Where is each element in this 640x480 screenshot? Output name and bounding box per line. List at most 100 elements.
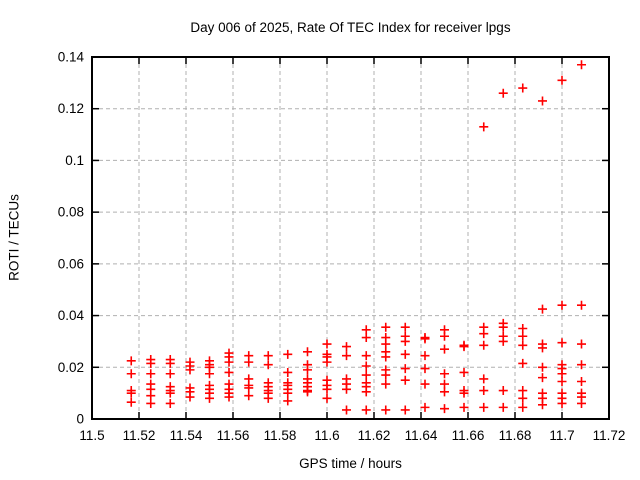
scatter-point	[400, 336, 410, 346]
scatter-point	[322, 384, 332, 394]
scatter-point	[400, 364, 410, 374]
scatter-point	[420, 351, 430, 361]
x-tick-label: 11.62	[358, 428, 391, 443]
scatter-point	[518, 386, 528, 396]
scatter-point	[498, 88, 508, 98]
scatter-point	[263, 351, 273, 361]
scatter-point	[479, 374, 489, 384]
scatter-point	[361, 405, 371, 415]
x-tick-label: 11.52	[123, 428, 156, 443]
plot-border	[91, 56, 610, 420]
scatter-point	[361, 333, 371, 343]
y-tick-label: 0.1	[65, 153, 84, 168]
scatter-point	[361, 325, 371, 335]
scatter-point	[185, 365, 195, 375]
scatter-point	[498, 322, 508, 332]
scatter-point	[146, 369, 156, 379]
scatter-point	[577, 339, 587, 349]
scatter-point	[381, 339, 391, 349]
scatter-point	[146, 398, 156, 408]
scatter-point	[302, 365, 312, 375]
scatter-point	[342, 405, 352, 415]
y-tick-label: 0.08	[58, 205, 84, 220]
scatter-point	[146, 358, 156, 368]
y-tick-label: 0.06	[58, 256, 84, 271]
scatter-point	[557, 300, 567, 310]
scatter-point	[537, 400, 547, 410]
scatter-point	[381, 405, 391, 415]
scatter-point	[537, 343, 547, 353]
scatter-point	[205, 369, 214, 379]
scatter-point	[126, 356, 136, 366]
x-tick-label: 11.72	[593, 428, 626, 443]
scatter-point	[381, 352, 391, 362]
scatter-point	[322, 339, 332, 349]
scatter-point	[440, 369, 449, 379]
scatter-point	[361, 370, 371, 380]
scatter-point	[165, 358, 175, 368]
scatter-point	[557, 369, 567, 379]
scatter-point	[126, 369, 136, 379]
scatter-point	[577, 300, 587, 310]
scatter-point	[498, 336, 508, 346]
scatter-point	[205, 393, 214, 403]
x-tick-label: 11.68	[499, 428, 532, 443]
y-tick-label: 0.12	[58, 101, 84, 116]
scatter-point	[459, 342, 469, 352]
scatter-point	[479, 402, 489, 412]
scatter-point	[126, 388, 136, 398]
scatter-point	[185, 392, 195, 402]
y-tick-labels: 0 0.02 0.04 0.06 0.08 0.1 0.12 0.14	[58, 50, 85, 427]
scatter-point	[224, 392, 234, 402]
scatter-point	[459, 388, 469, 398]
scatter-point	[479, 340, 489, 350]
scatter-point	[577, 398, 587, 408]
x-tick-label: 11.7	[549, 428, 574, 443]
scatter-point	[244, 383, 254, 393]
y-tick-label: 0	[76, 412, 84, 427]
scatter-point	[420, 334, 430, 344]
scatter-point	[537, 96, 547, 106]
x-tick-label: 11.66	[452, 428, 485, 443]
scatter-point	[440, 404, 449, 414]
scatter-point	[283, 349, 293, 359]
scatter-point	[498, 402, 508, 412]
scatter-point	[224, 367, 234, 377]
chart-title: Day 006 of 2025, Rate Of TEC Index for r…	[190, 20, 511, 35]
scatter-point	[420, 402, 430, 412]
scatter-point	[557, 75, 567, 85]
scatter-point	[537, 373, 547, 383]
scatter-point	[283, 367, 293, 377]
scatter-point	[165, 369, 175, 379]
scatter-point	[577, 60, 587, 70]
scatter-point	[165, 398, 175, 408]
scatter-point	[518, 358, 528, 368]
y-tick-label: 0.14	[58, 50, 85, 65]
x-tick-label: 11.64	[405, 428, 438, 443]
x-tick-label: 11.6	[314, 428, 339, 443]
scatter-point	[518, 331, 528, 341]
scatter-point	[518, 340, 528, 350]
scatter-point	[577, 360, 587, 370]
scatter-point	[361, 361, 371, 371]
scatter-point	[302, 347, 312, 357]
scatter-point	[479, 122, 489, 132]
tick-marks	[91, 56, 610, 420]
scatter-point	[420, 364, 430, 374]
scatter-point	[400, 349, 410, 359]
scatter-point	[302, 387, 312, 397]
scatter-point	[537, 304, 547, 314]
scatter-point	[557, 398, 567, 408]
scatter-point	[361, 387, 371, 397]
scatter-point	[381, 370, 391, 380]
scatter-point	[381, 379, 391, 389]
scatter-point	[479, 329, 489, 339]
scatter-point	[361, 351, 371, 361]
scatter-point	[342, 342, 352, 352]
scatter-point	[126, 397, 136, 407]
scatter-point	[322, 357, 332, 367]
scatter-point	[283, 396, 293, 406]
scatter-point	[146, 391, 156, 401]
scatter-point	[342, 351, 352, 361]
